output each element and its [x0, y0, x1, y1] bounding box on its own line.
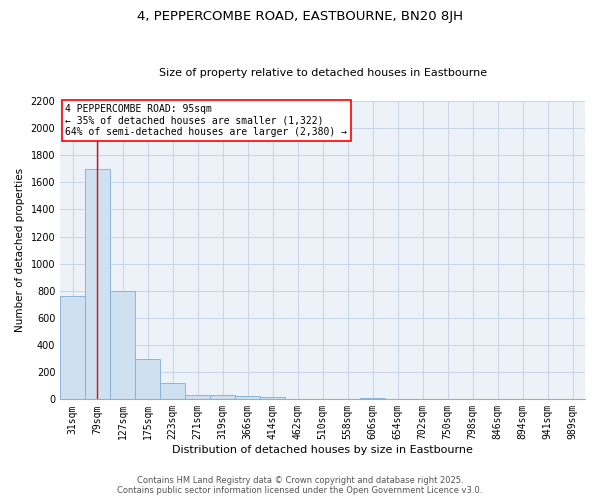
Text: 4, PEPPERCOMBE ROAD, EASTBOURNE, BN20 8JH: 4, PEPPERCOMBE ROAD, EASTBOURNE, BN20 8J… — [137, 10, 463, 23]
Bar — [260, 398, 285, 400]
X-axis label: Distribution of detached houses by size in Eastbourne: Distribution of detached houses by size … — [172, 445, 473, 455]
Title: Size of property relative to detached houses in Eastbourne: Size of property relative to detached ho… — [158, 68, 487, 78]
Bar — [235, 396, 260, 400]
Text: 4 PEPPERCOMBE ROAD: 95sqm
← 35% of detached houses are smaller (1,322)
64% of se: 4 PEPPERCOMBE ROAD: 95sqm ← 35% of detac… — [65, 104, 347, 137]
Bar — [360, 398, 385, 400]
Text: Contains HM Land Registry data © Crown copyright and database right 2025.
Contai: Contains HM Land Registry data © Crown c… — [118, 476, 482, 495]
Bar — [135, 358, 160, 400]
Bar — [60, 296, 85, 400]
Bar — [160, 383, 185, 400]
Bar — [85, 169, 110, 400]
Bar — [185, 394, 210, 400]
Bar — [110, 291, 135, 400]
Y-axis label: Number of detached properties: Number of detached properties — [15, 168, 25, 332]
Bar — [210, 396, 235, 400]
